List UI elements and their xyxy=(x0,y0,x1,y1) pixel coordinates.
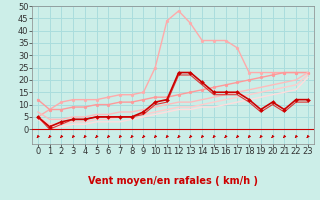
X-axis label: Vent moyen/en rafales ( km/h ): Vent moyen/en rafales ( km/h ) xyxy=(88,176,258,186)
